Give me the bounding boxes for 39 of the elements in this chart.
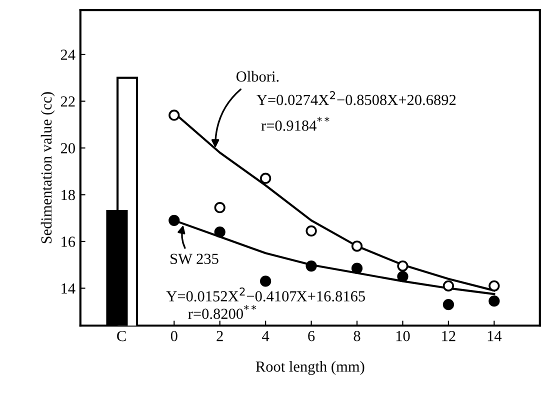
x-tick-label: 6 — [308, 330, 315, 342]
y-tick-label: 16 — [62, 236, 76, 247]
y-tick-label: 20 — [60, 143, 75, 154]
y-tick-label: 24 — [60, 50, 76, 60]
point — [168, 214, 180, 226]
point — [397, 260, 408, 272]
point — [306, 225, 317, 237]
x-tick-label: C — [117, 330, 126, 342]
y-tick-label: 22 — [60, 96, 75, 107]
point — [168, 110, 180, 121]
point — [442, 280, 454, 292]
point — [397, 270, 408, 282]
x-axis-title: Root length (mm) — [256, 361, 364, 375]
point — [214, 202, 226, 214]
point — [260, 276, 272, 287]
x-tick-label: 2 — [216, 330, 223, 342]
annotation: Y=0.0152X$^{2}$−0.4107X+16.8165 — [166, 288, 365, 302]
point — [306, 260, 317, 272]
annotation: r=0.8200$^{**}$ — [188, 305, 256, 320]
x-tick-label: 8 — [354, 330, 360, 342]
x-tick-label: 10 — [396, 330, 410, 342]
annotation: SW 235 — [170, 254, 218, 264]
annotation: r=0.9184$^{**}$ — [261, 116, 330, 131]
x-tick-label: 0 — [170, 330, 178, 342]
point — [351, 262, 363, 274]
annotation: Y=0.0274X$^{2}$−0.8508X+20.6892 — [256, 91, 456, 106]
x-tick-label: 14 — [488, 330, 502, 342]
x-tick-label: 12 — [442, 330, 456, 342]
point — [260, 172, 272, 184]
annotation: Olbori. — [236, 70, 279, 82]
y-tick-label: 14 — [62, 283, 76, 294]
point — [488, 280, 500, 292]
point — [351, 240, 363, 252]
point — [214, 226, 226, 238]
point — [442, 299, 454, 310]
y-axis-title: Sedimentation value (cc) — [40, 92, 55, 244]
y-tick-label: 18 — [62, 190, 75, 200]
x-tick-label: 4 — [262, 331, 270, 342]
point — [488, 296, 500, 307]
